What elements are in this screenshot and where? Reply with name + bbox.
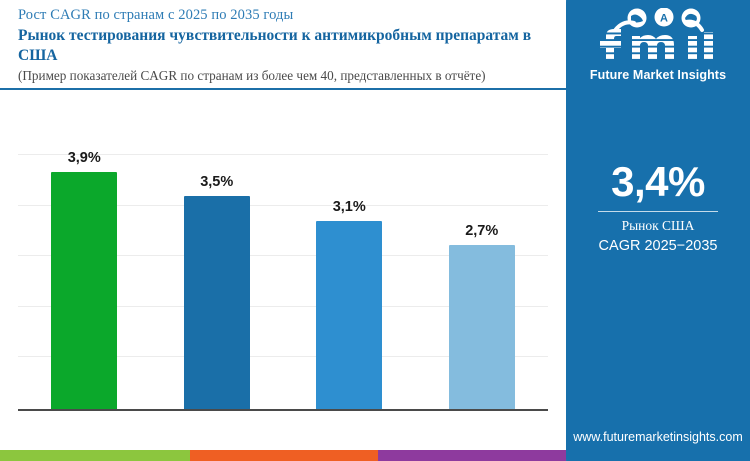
bar-value-label: 2,7%: [465, 223, 499, 239]
svg-text:A: A: [660, 13, 668, 25]
bar-northeast-usa[interactable]: 3,1%: [316, 97, 383, 410]
bar-column: [316, 220, 383, 410]
brand-sidebar: A Future Market Insights 3,4% Рынок США …: [566, 0, 750, 461]
bottom-strip-green: [0, 450, 190, 461]
headline-stat-value: 3,4%: [611, 158, 705, 205]
plot-area: 3,9%West USA3,5%South USA3,1%Northeast U…: [18, 96, 548, 410]
bottom-strip-orange: [190, 450, 378, 461]
gridline: [18, 204, 548, 206]
bar-value-label: 3,9%: [67, 149, 101, 166]
header: Рост CAGR по странам с 2025 по 2035 годы…: [18, 6, 553, 84]
header-divider: [0, 88, 566, 90]
bar-value-label: 3,1%: [332, 198, 366, 215]
chart-panel: Рост CAGR по странам с 2025 по 2035 годы…: [0, 6, 566, 461]
bar-midwest-usa[interactable]: 2,7%: [448, 97, 515, 410]
header-note: (Пример показателей CAGR по странам из б…: [18, 67, 486, 83]
page-title: Рынок тестирования чувствительности к ан…: [18, 27, 532, 64]
bottom-strip-purple: [378, 450, 566, 461]
fmi-logo[interactable]: A Future Market Insights: [566, 8, 750, 82]
bar-column: [51, 171, 118, 410]
bar-column: [183, 196, 250, 410]
gridline: [18, 255, 548, 256]
x-axis-line: [18, 409, 548, 411]
bar-chart: 3,9%West USA3,5%South USA3,1%Northeast U…: [0, 96, 566, 416]
header-kicker: Рост CAGR по странам с 2025 по 2035 годы: [18, 7, 294, 23]
bar-west-usa[interactable]: 3,9%: [51, 97, 118, 410]
gridline: [18, 356, 548, 357]
fmi-logo-icon: A: [600, 8, 713, 60]
gridline: [18, 154, 548, 155]
headline-stat-caption-period: CAGR 2025−2035: [598, 238, 718, 254]
headline-stat-divider: [598, 211, 718, 212]
website-url[interactable]: www.futuremarketinsights.com: [573, 430, 743, 444]
headline-stat-caption-region: Рынок США: [621, 218, 695, 233]
bar-column: [448, 245, 515, 410]
fmi-logo-tagline: Future Market Insights: [589, 68, 727, 82]
bar-south-usa[interactable]: 3,5%: [183, 97, 250, 410]
gridline: [18, 305, 548, 307]
bar-value-label: 3,5%: [200, 174, 234, 191]
